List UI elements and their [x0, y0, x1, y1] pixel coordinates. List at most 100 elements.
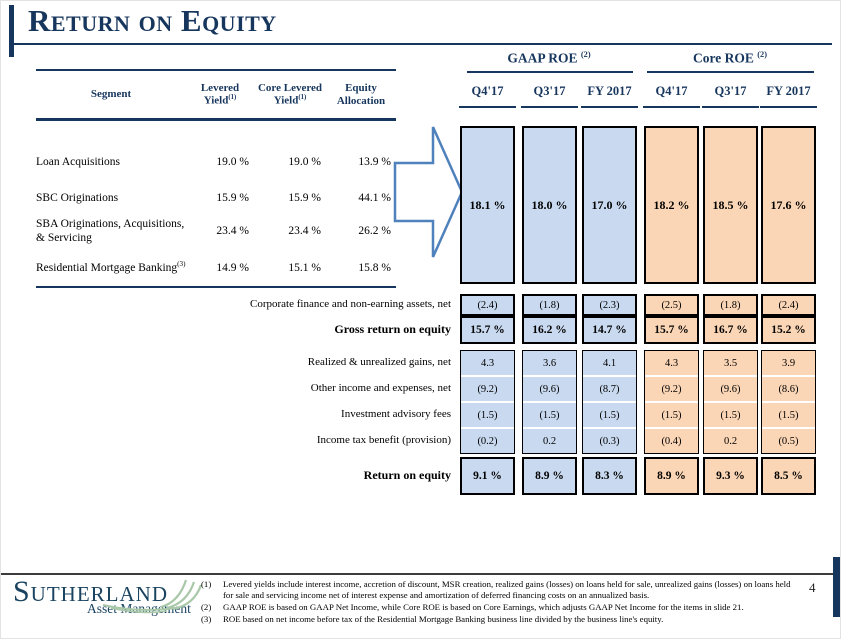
col-header-period: FY 2017 — [766, 84, 811, 98]
period-rule — [581, 106, 638, 108]
levered-yield-footnote-ref: (1) — [228, 94, 237, 102]
income-tax-value: (0.4) — [661, 435, 682, 447]
other-income-value: (9.6) — [523, 377, 576, 403]
period-rule — [702, 106, 759, 108]
segment-name: Residential Mortgage Banking(3) — [36, 260, 186, 275]
other-income-value: (9.2) — [461, 377, 514, 403]
advisory-fees-value: (1.5) — [704, 403, 757, 429]
adjustment-stack: 3.9 (8.6) (1.5) (0.5) — [761, 350, 816, 454]
advisory-fees-value: (1.5) — [523, 403, 576, 429]
core-levered-yield-value: 15.9 % — [288, 192, 321, 204]
col-header-period: Q3'17 — [714, 84, 747, 98]
right-arrow-icon — [393, 126, 464, 258]
realized-gains-value: 4.3 — [461, 351, 514, 377]
core-group-rule — [647, 71, 814, 73]
income-tax-value: (0.3) — [599, 435, 620, 447]
advisory-fees-value: (1.5) — [461, 403, 514, 429]
corporate-finance-value: (1.8) — [703, 294, 758, 316]
col-header-equity-allocation: Equity Allocation — [326, 82, 396, 107]
corporate-finance-value: (2.3) — [582, 294, 637, 316]
income-tax-value: (0.5) — [778, 435, 799, 447]
gross-return-value: 15.7 % — [460, 316, 515, 344]
col-header-segment-label: Segment — [90, 88, 132, 101]
realized-gains-value: 3.5 — [704, 351, 757, 377]
core-roe-label: Core ROE — [693, 50, 754, 66]
row-label-realized-gains: Realized & unrealized gains, net — [307, 356, 451, 368]
col-header-period: Q3'17 — [533, 84, 566, 98]
period-rule — [760, 106, 817, 108]
col-header-period: Q4'17 — [471, 84, 504, 98]
footnote: (3) ROE based on net income before tax o… — [201, 614, 801, 625]
return-on-equity-value: 8.9 % — [644, 457, 699, 495]
company-logo: Sutherland Asset Management — [13, 577, 203, 616]
corner-accent-bar — [833, 557, 840, 617]
footer-rule — [1, 573, 840, 575]
gross-return-value: 16.2 % — [522, 316, 577, 344]
segment-name-label: Residential Mortgage Banking — [36, 261, 178, 274]
income-tax-value: 0.2 — [542, 435, 557, 447]
realized-gains-value: 3.9 — [762, 351, 815, 377]
adjustment-stack: 4.3 (9.2) (1.5) (0.2) — [460, 350, 515, 454]
segment-roe-box: 18.2 % — [644, 126, 699, 284]
gross-return-value: 15.2 % — [761, 316, 816, 344]
corporate-finance-value: (2.4) — [761, 294, 816, 316]
table-row: SBC Originations 15.9 % 15.9 % 44.1 % — [36, 183, 396, 213]
segment-roe-box: 17.0 % — [582, 126, 637, 284]
row-label-return-on-equity: Return on equity — [363, 468, 451, 482]
levered-yield-value: 15.9 % — [216, 192, 249, 204]
footnote-text: Levered yields include interest income, … — [223, 579, 791, 600]
realized-gains-value: 4.3 — [645, 351, 698, 377]
col-header-levered-yield-label: Levered Yield — [200, 81, 240, 107]
corporate-finance-value: (2.5) — [644, 294, 699, 316]
segment-table-header: Segment Levered Yield(1) Core Levered Yi… — [36, 69, 396, 121]
other-income-value: (8.6) — [762, 377, 815, 403]
income-tax-value: (0.2) — [477, 435, 498, 447]
core-levered-yield-value: 23.4 % — [288, 225, 321, 237]
period-rule — [521, 106, 578, 108]
col-header-core-levered-yield: Core Levered Yield(1) — [254, 82, 326, 108]
segment-name: SBC Originations — [36, 191, 186, 205]
page-title: Return on Equity — [28, 3, 277, 38]
equity-allocation-value: 13.9 % — [358, 156, 391, 168]
footnotes: (1) Levered yields include interest inco… — [201, 579, 801, 626]
core-levered-yield-value: 19.0 % — [288, 156, 321, 168]
core-levered-yield-footnote-ref: (1) — [298, 94, 307, 102]
return-on-equity-value: 9.3 % — [703, 457, 758, 495]
return-on-equity-value: 9.1 % — [460, 457, 515, 495]
col-header-period: Q4'17 — [655, 84, 688, 98]
segment-name-label: SBC Originations — [36, 191, 119, 204]
adjustment-stack: 4.1 (8.7) (1.5) (0.3) — [582, 350, 637, 454]
gaap-roe-footnote-ref: (2) — [580, 50, 591, 59]
return-on-equity-value: 8.3 % — [582, 457, 637, 495]
segment-table-body: Loan Acquisitions 19.0 % 19.0 % 13.9 % S… — [36, 121, 396, 288]
advisory-fees-value: (1.5) — [645, 403, 698, 429]
footnote: (2) GAAP ROE is based on GAAP Net Income… — [201, 602, 801, 613]
title-accent-bar — [9, 5, 14, 57]
segment-name: SBA Originations, Acquisitions, & Servic… — [36, 217, 186, 246]
core-levered-yield-value: 15.1 % — [288, 261, 321, 274]
col-header-levered-yield: Levered Yield(1) — [186, 82, 254, 108]
return-on-equity-value: 8.9 % — [522, 457, 577, 495]
period-rule — [643, 106, 700, 108]
footnote-text: ROE based on net income before tax of th… — [223, 613, 664, 624]
row-label-corporate-finance: Corporate finance and non-earning assets… — [250, 298, 451, 310]
col-header-period: FY 2017 — [587, 84, 632, 98]
row-label-advisory-fees: Investment advisory fees — [341, 408, 451, 420]
gross-return-value: 14.7 % — [582, 316, 637, 344]
adjustment-stack: 3.5 (9.6) (1.5) 0.2 — [703, 350, 758, 454]
gaap-roe-label: GAAP ROE — [507, 50, 578, 66]
segment-table: Segment Levered Yield(1) Core Levered Yi… — [36, 69, 396, 288]
period-rule — [459, 106, 516, 108]
table-row: SBA Originations, Acquisitions, & Servic… — [36, 213, 396, 249]
segment-name: Loan Acquisitions — [36, 155, 186, 169]
other-income-value: (9.6) — [704, 377, 757, 403]
col-header-segment: Segment — [36, 88, 186, 101]
advisory-fees-value: (1.5) — [583, 403, 636, 429]
page-number: 4 — [809, 580, 816, 595]
corporate-finance-value: (2.4) — [460, 294, 515, 316]
other-income-value: (9.2) — [645, 377, 698, 403]
logo-tagline: Asset Management — [87, 601, 191, 616]
equity-allocation-value: 44.1 % — [358, 192, 391, 204]
row-label-income-tax: Income tax benefit (provision) — [316, 434, 451, 446]
